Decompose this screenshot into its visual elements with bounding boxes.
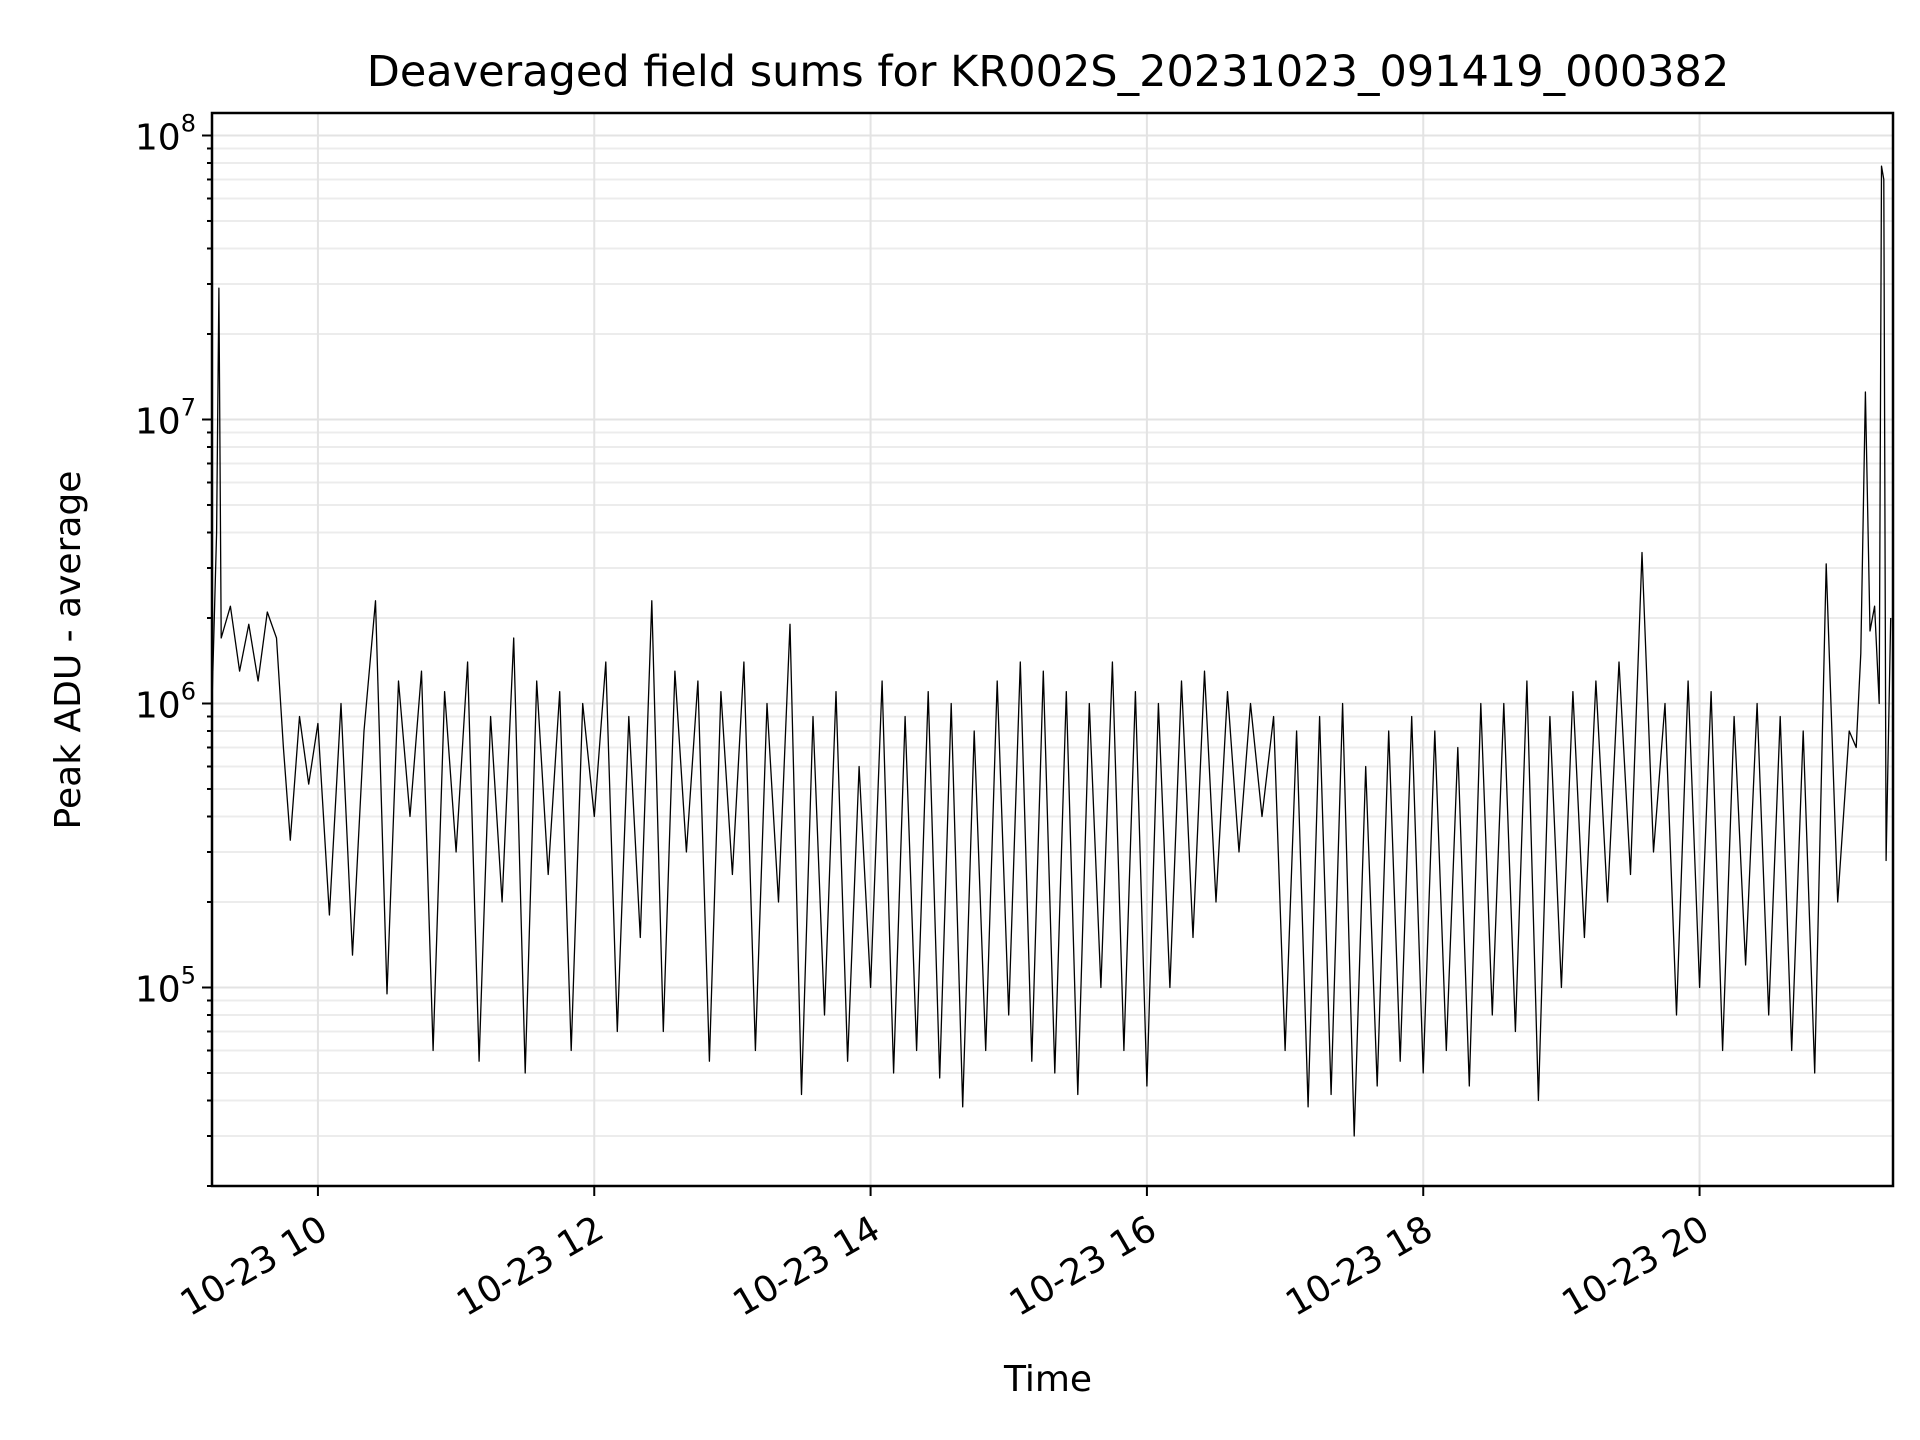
series-layer (211, 165, 1892, 1137)
y-tick-label: 106 (135, 677, 196, 726)
plot-frame (210, 111, 1895, 1188)
y-tick-label-exponent: 5 (181, 961, 196, 989)
y-tick-label-exponent: 8 (181, 109, 196, 137)
y-tick-label-exponent: 6 (181, 677, 196, 705)
grid (212, 113, 1893, 1187)
y-tick-label-base: 10 (135, 117, 181, 158)
y-tick-label: 105 (135, 961, 196, 1010)
y-tick-label-exponent: 7 (181, 393, 196, 421)
y-tick-label-base: 10 (135, 401, 181, 442)
y-tick-label-base: 10 (135, 969, 181, 1010)
y-tick-label: 108 (135, 109, 196, 158)
series-line-0 (211, 165, 1892, 1137)
y-tick-label: 107 (135, 393, 196, 442)
x-axis-label: Time (1003, 1359, 1092, 1400)
y-tick-label-base: 10 (135, 685, 181, 726)
chart-title: Deaveraged field sums for KR002S_2023102… (367, 47, 1730, 97)
y-axis-label: Peak ADU - average (48, 471, 89, 830)
